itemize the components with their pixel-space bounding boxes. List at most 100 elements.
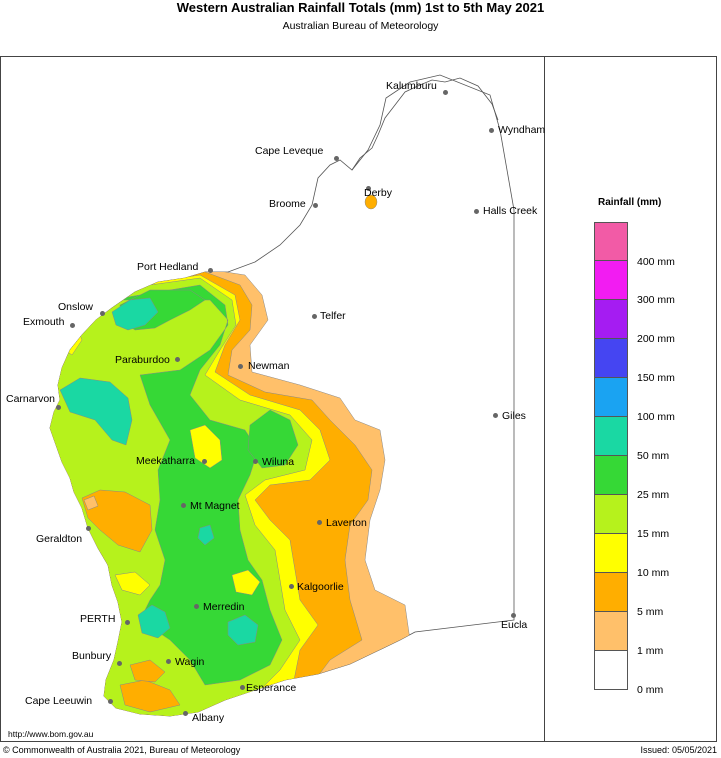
place-dot-cape-leeuwin [108, 699, 113, 704]
legend-swatch-1-5 [594, 612, 628, 651]
place-exmouth: Exmouth [23, 316, 65, 328]
place-dot-meekatharra [202, 459, 207, 464]
place-dot-esperance [240, 685, 245, 690]
place-merredin: Merredin [203, 601, 245, 613]
legend-swatch-25-50 [594, 456, 628, 495]
place-dot-carnarvon [56, 405, 61, 410]
rain-patch-geraldton [81, 489, 153, 553]
rain-patch-onslow [111, 297, 159, 331]
place-kalgoorlie: Kalgoorlie [297, 581, 344, 593]
place-dot-newman [238, 364, 243, 369]
place-eucla: Eucla [501, 619, 528, 631]
legend-label-200: 200 mm [637, 333, 675, 345]
map-subtitle: Australian Bureau of Meteorology [282, 20, 439, 32]
rain-patch-kalgoorlie [231, 569, 261, 596]
rain-patch-wagin-orange [129, 659, 166, 683]
place-cape-leveque: Cape Leveque [255, 145, 324, 157]
place-dot-wyndham [489, 128, 494, 133]
rain-patch-merredin [227, 614, 259, 646]
legend-label-1: 1 mm [637, 645, 664, 657]
place-dot-derby [366, 186, 371, 191]
rain-patch-mtmagnet [197, 524, 215, 546]
legend-label-15: 15 mm [637, 528, 670, 540]
rain-patch-south-yellow [114, 571, 151, 596]
place-dot-cape-leveque [334, 156, 339, 161]
place-dot-port-hedland [208, 268, 213, 273]
place-dot-albany [183, 711, 188, 716]
legend-label-25: 25 mm [637, 489, 670, 501]
map-title: Western Australian Rainfall Totals (mm) … [176, 0, 545, 15]
legend-swatches [594, 222, 628, 690]
legend-label-150: 150 mm [637, 372, 675, 384]
rain-patch-geraldton-light [83, 495, 99, 511]
place-telfer: Telfer [320, 310, 346, 322]
place-giles: Giles [502, 410, 526, 422]
place-meekatharra: Meekatharra [136, 455, 195, 467]
place-albany: Albany [192, 712, 225, 724]
place-carnarvon: Carnarvon [6, 393, 56, 405]
legend-title: Rainfall (mm) [598, 197, 662, 208]
map-frame [0, 56, 717, 742]
place-dot-geraldton [86, 526, 91, 531]
place-dot-telfer [312, 314, 317, 319]
legend-swatch-100-150 [594, 378, 628, 417]
place-broome: Broome [269, 198, 306, 210]
legend-label-0: 0 mm [637, 684, 664, 696]
place-mt-magnet: Mt Magnet [190, 500, 240, 512]
legend-label-5: 5 mm [637, 606, 664, 618]
issued-date: Issued: 05/05/2021 [640, 745, 717, 755]
place-wiluna: Wiluna [262, 456, 295, 468]
legend-swatch-150-200 [594, 339, 628, 378]
place-dot-kalgoorlie [289, 584, 294, 589]
place-port-hedland: Port Hedland [137, 261, 199, 273]
place-dot-giles [493, 413, 498, 418]
place-dot-broome [313, 203, 318, 208]
place-cape-leeuwin: Cape Leeuwin [25, 695, 93, 707]
legend-swatch-300-400 [594, 261, 628, 300]
place-dot-kalumburu [443, 90, 448, 95]
place-dot-wiluna [253, 459, 258, 464]
place-newman: Newman [248, 360, 290, 372]
rain-patch-perth [137, 604, 171, 639]
place-halls-creek: Halls Creek [483, 205, 538, 217]
place-dot-paraburdoo [175, 357, 180, 362]
rainfall-map [49, 74, 515, 717]
legend-swatch-0-1 [594, 651, 628, 690]
place-kalumburu: Kalumburu [386, 80, 437, 92]
place-dot-halls-creek [474, 209, 479, 214]
place-wagin: Wagin [175, 656, 205, 668]
place-esperance: Esperance [246, 682, 297, 694]
rain-patch-carnarvon [59, 377, 133, 446]
place-laverton: Laverton [326, 517, 367, 529]
place-dot-eucla [511, 613, 516, 618]
kimberley-coastline [351, 77, 499, 171]
place-perth: PERTH [80, 613, 116, 625]
place-onslow: Onslow [58, 301, 94, 313]
source-url[interactable]: http://www.bom.gov.au [8, 729, 94, 739]
legend-label-400: 400 mm [637, 256, 675, 268]
legend-label-50: 50 mm [637, 450, 670, 462]
place-dot-laverton [317, 520, 322, 525]
place-dot-onslow [100, 311, 105, 316]
place-bunbury: Bunbury [72, 650, 112, 662]
legend-label-100: 100 mm [637, 411, 675, 423]
place-dot-merredin [194, 604, 199, 609]
legend-swatch-200-300 [594, 300, 628, 339]
legend-label-10: 10 mm [637, 567, 670, 579]
place-dot-exmouth [70, 323, 75, 328]
place-dot-wagin [166, 659, 171, 664]
place-wyndham: Wyndham [498, 124, 546, 136]
legend-divider [544, 56, 545, 742]
legend-swatch-15-25 [594, 495, 628, 534]
rain-patch-meekatharra [189, 424, 223, 469]
legend-label-300: 300 mm [637, 294, 675, 306]
place-geraldton: Geraldton [36, 533, 83, 545]
legend-swatch-10-15 [594, 534, 628, 573]
place-dot-bunbury [117, 661, 122, 666]
place-dot-mt-magnet [181, 503, 186, 508]
rain-patch-wiluna [247, 409, 299, 469]
legend-swatch-400plus [594, 222, 628, 261]
rain-patch-derby [364, 194, 378, 210]
legend-swatch-50-100 [594, 417, 628, 456]
copyright-notice: © Commonwealth of Australia 2021, Bureau… [3, 745, 241, 755]
